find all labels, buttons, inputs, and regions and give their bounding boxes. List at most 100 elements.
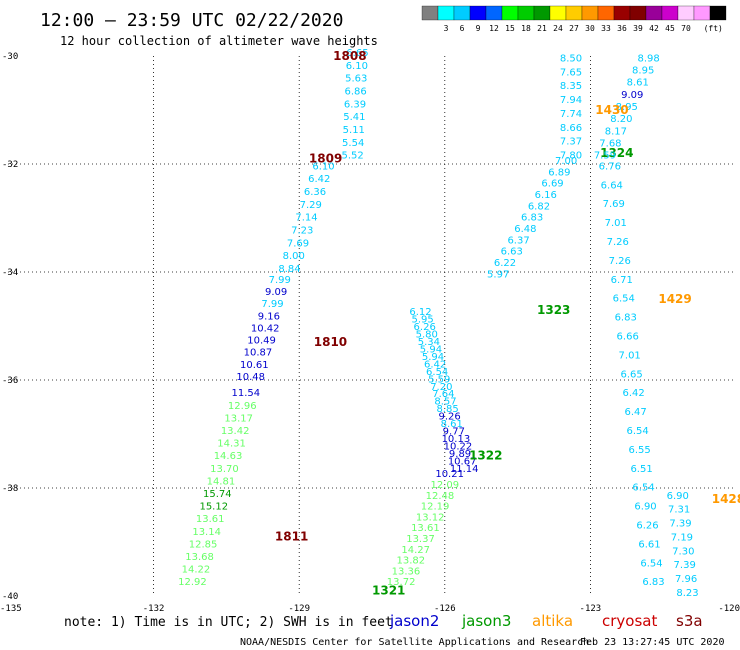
grid-lines <box>8 56 736 596</box>
swh-value: 8.23 <box>676 588 698 599</box>
swh-value: 5.34 <box>418 337 440 348</box>
swh-value: 9.26 <box>439 412 461 423</box>
swh-value: 12.48 <box>426 491 455 502</box>
swh-value: 12.92 <box>178 577 207 588</box>
swh-value: 6.51 <box>630 464 652 475</box>
swh-value: 15.12 <box>199 502 228 513</box>
swh-value: 7.80 <box>560 151 582 162</box>
swh-value: 6.54 <box>632 483 654 494</box>
swh-value: 5.80 <box>416 330 438 341</box>
swh-value: 7.19 <box>671 532 693 543</box>
swh-value: 5.41 <box>343 112 365 123</box>
swh-value: 13.14 <box>192 527 221 538</box>
swh-value: 7.26 <box>609 256 631 267</box>
y-tick-label: -36 <box>2 376 18 386</box>
axes: -30 -32 -34 -36 -38 -40 -135 -132 -129 -126 -123 -1… <box>0 52 740 614</box>
x-tick-label: -135 <box>0 604 22 614</box>
legend-label: 24 <box>553 24 563 33</box>
swh-value: 9.09 <box>621 90 643 101</box>
swh-value: 10.48 <box>236 372 265 383</box>
swh-value: 6.54 <box>426 367 448 378</box>
swh-value: 12.09 <box>430 480 459 491</box>
legend-label: 33 <box>601 24 611 33</box>
swh-value: 5.94 <box>420 344 442 355</box>
legend-swatch <box>709 5 727 21</box>
swh-value: 7.99 <box>261 299 283 310</box>
chart-title: 12:00 – 23:59 UTC 02/22/2020 <box>40 10 343 31</box>
swh-value: 10.67 <box>448 456 477 467</box>
swh-value: 13.42 <box>221 426 250 437</box>
swh-value: 7.99 <box>269 275 291 286</box>
swh-value: 6.83 <box>521 213 543 224</box>
track-time-label: 1322 <box>469 449 502 463</box>
footer-credit: NOAA/NESDIS Center for Satellite Applica… <box>240 637 589 648</box>
color-legend: 3 6 9 12 15 18 21 24 27 30 33 36 39 42 45 70 (ft) <box>421 5 727 33</box>
legend-swatch <box>629 5 647 21</box>
satellite-legend: jason2 jason3 altika cryosat s3a <box>389 612 703 630</box>
swh-value: 6.42 <box>308 174 330 185</box>
legend-label: 36 <box>617 24 627 33</box>
legend-swatch <box>581 5 599 21</box>
track-1808: 6.65 6.10 5.636.86 6.39 5.41 5.11 5.54 5.52 1808 <box>333 48 368 162</box>
track-time-label: 1321 <box>372 584 405 598</box>
swh-value: 7.39 <box>669 519 691 530</box>
legend-swatch <box>677 5 695 21</box>
swh-value: 7.29 <box>300 200 322 211</box>
legend-swatch <box>501 5 519 21</box>
swh-value: 5.95 <box>411 315 433 326</box>
y-tick-label: -32 <box>2 160 18 170</box>
track-1321: 10.2112.0912.4812.1913.1213.6113.3714.27… <box>372 469 464 597</box>
swh-value: 13.36 <box>392 566 421 577</box>
swh-value: 5.11 <box>343 125 365 136</box>
legend-label: 3 <box>444 24 449 33</box>
swh-value: 7.20 <box>430 382 452 393</box>
legend-label: 30 <box>585 24 595 33</box>
legend-label: 45 <box>665 24 675 33</box>
footer: note: 1) Time is in UTC; 2) SWH is in fe… <box>64 612 725 648</box>
legend-swatch <box>517 5 535 21</box>
swh-value: 7.26 <box>607 237 629 248</box>
swh-value: 5.97 <box>487 269 509 280</box>
swh-value: 6.54 <box>640 558 662 569</box>
swh-value: 9.16 <box>258 311 280 322</box>
y-tick-label: -38 <box>2 484 18 494</box>
swh-value: 6.39 <box>344 99 366 110</box>
legend-swatch <box>485 5 503 21</box>
swh-value: 8.00 <box>283 251 305 262</box>
swh-value: 10.13 <box>442 434 471 445</box>
track-1322: 11.1410.679.8910.2210.139.778.619.268.85… <box>409 307 502 475</box>
swh-value: 13.17 <box>224 413 253 424</box>
track-time-label: 1324 <box>600 146 633 160</box>
swh-value: 6.69 <box>541 179 563 190</box>
x-tick-label: -120 <box>718 604 740 614</box>
swh-value: 7.00 <box>555 156 577 167</box>
swh-value: 13.12 <box>416 512 445 523</box>
legend-label: 15 <box>505 24 515 33</box>
swh-value: 10.49 <box>247 336 276 347</box>
track-time-label: 1810 <box>314 335 347 349</box>
swh-value: 11.54 <box>231 388 260 399</box>
swh-value: 8.20 <box>610 114 632 125</box>
swh-value: 9.09 <box>265 287 287 298</box>
satellite-name-jason3: jason3 <box>461 612 511 630</box>
track-time-label: 1430 <box>595 103 628 117</box>
legend-swatch <box>421 5 439 21</box>
swh-value: 15.74 <box>203 489 232 500</box>
swh-value: 5.52 <box>341 151 363 162</box>
satellite-name-jason2: jason2 <box>389 612 439 630</box>
satellite-name-altika: altika <box>532 612 573 630</box>
swh-value: 13.70 <box>210 464 239 475</box>
swh-value: 8.17 <box>605 126 627 137</box>
swh-value: 6.90 <box>634 502 656 513</box>
chart-subtitle: 12 hour collection of altimeter wave hei… <box>60 34 378 48</box>
swh-value: 7.30 <box>672 546 694 557</box>
footer-note: note: 1) Time is in UTC; 2) SWH is in fe… <box>64 615 393 630</box>
swh-value: 13.82 <box>397 556 426 567</box>
y-tick-label: -40 <box>2 592 18 602</box>
swh-value: 6.22 <box>494 258 516 269</box>
legend-label: 12 <box>489 24 499 33</box>
swh-value: 6.16 <box>535 190 557 201</box>
footer-timestamp: Feb 23 13:27:45 UTC 2020 <box>580 637 725 648</box>
